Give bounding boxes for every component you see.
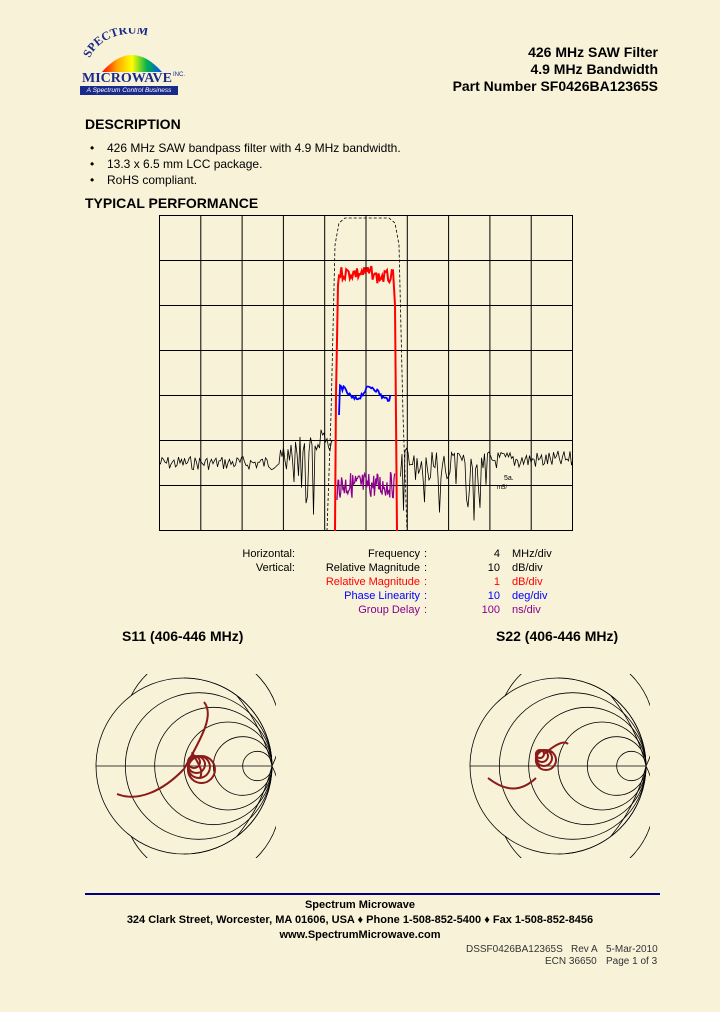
legend-name: Group Delay [358, 604, 420, 616]
doc-page: Page 1 of 3 [606, 956, 658, 967]
footer-company: Spectrum Microwave [304, 899, 416, 911]
description-bullet: 13.3 x 6.5 mm LCC package. [90, 156, 401, 172]
s22-smith-chart [469, 674, 650, 858]
svg-text:SPECTRUM: SPECTRUM [80, 28, 149, 60]
plot-grid [159, 215, 573, 531]
logo-inc: INC. [173, 72, 185, 78]
legend-value: 4 [493, 548, 500, 560]
part-number: Part Number SF0426BA12365S [452, 78, 658, 94]
group-delay-trace [336, 471, 396, 501]
product-bandwidth: 4.9 MHz Bandwidth [530, 61, 658, 77]
logo-wordmark: MICROWAVE [82, 71, 172, 86]
s22-trace [487, 741, 569, 790]
company-logo: SPECTRUM MICROWAVE INC. A Spectrum Contr… [80, 23, 185, 98]
legend-name: Relative Magnitude [325, 576, 420, 588]
footer-rule [85, 893, 660, 895]
legend-unit: MHz/div [512, 548, 552, 560]
legend-axis-label: Vertical: [255, 562, 295, 574]
description-bullet: 426 MHz SAW bandpass filter with 4.9 MHz… [90, 140, 401, 156]
description-bullet: RoHS compliant. [90, 172, 401, 188]
plot-marker-label: 5a. [504, 475, 514, 482]
legend-sep: : [424, 562, 428, 574]
s11-smith-chart [95, 674, 276, 858]
footer-website[interactable]: www.SpectrumMicrowave.com [279, 929, 441, 941]
stopband-trace [159, 429, 573, 521]
doc-date: 5-Mar-2010 [606, 944, 658, 955]
doc-number: DSSF0426BA12365S [466, 944, 563, 955]
legend-sep: : [424, 590, 428, 602]
description-list: 426 MHz SAW bandpass filter with 4.9 MHz… [90, 140, 401, 188]
legend-name: Frequency [368, 548, 420, 560]
footer-address: 324 Clark Street, Worcester, MA 01606, U… [126, 914, 594, 926]
legend-value: 100 [481, 604, 500, 616]
relative-magnitude-1db-trace [334, 265, 398, 531]
legend-unit: dB/div [512, 562, 543, 574]
logo-arc-text: SPECTRUM [80, 23, 150, 60]
doc-ecn: ECN 36650 [545, 956, 597, 967]
plot-marker-label: m5/ [497, 485, 507, 491]
legend-sep: : [424, 604, 428, 616]
performance-plot: 5a. m5/ [159, 215, 573, 531]
s22-title: S22 (406-446 MHz) [496, 628, 619, 644]
smith-grid [95, 674, 276, 858]
legend-unit: deg/div [512, 590, 548, 602]
product-title: 426 MHz SAW Filter [528, 44, 658, 60]
performance-title: TYPICAL PERFORMANCE [85, 195, 259, 211]
passband-envelope-trace [326, 217, 408, 531]
legend-axis-label: Horizontal: [242, 548, 295, 560]
logo-tagline: A Spectrum Control Business [80, 86, 178, 95]
doc-revision: Rev A [571, 944, 598, 955]
smith-grid [469, 674, 650, 858]
legend-sep: : [424, 576, 428, 588]
description-title: DESCRIPTION [85, 116, 181, 132]
legend-value: 10 [487, 590, 500, 602]
legend-unit: dB/div [512, 576, 543, 588]
legend-sep: : [424, 548, 428, 560]
legend-unit: ns/div [512, 604, 541, 616]
legend-value: 1 [493, 576, 500, 588]
s11-title: S11 (406-446 MHz) [122, 628, 244, 644]
s11-trace [116, 701, 216, 798]
logo-graphic: SPECTRUM [80, 23, 162, 72]
product-header: 426 MHz SAW Filter 4.9 MHz Bandwidth Par… [453, 44, 658, 95]
phase-linearity-trace [338, 383, 392, 416]
legend-name: Relative Magnitude [325, 562, 420, 574]
legend-name: Phase Linearity [344, 590, 420, 602]
legend-value: 10 [487, 562, 500, 574]
